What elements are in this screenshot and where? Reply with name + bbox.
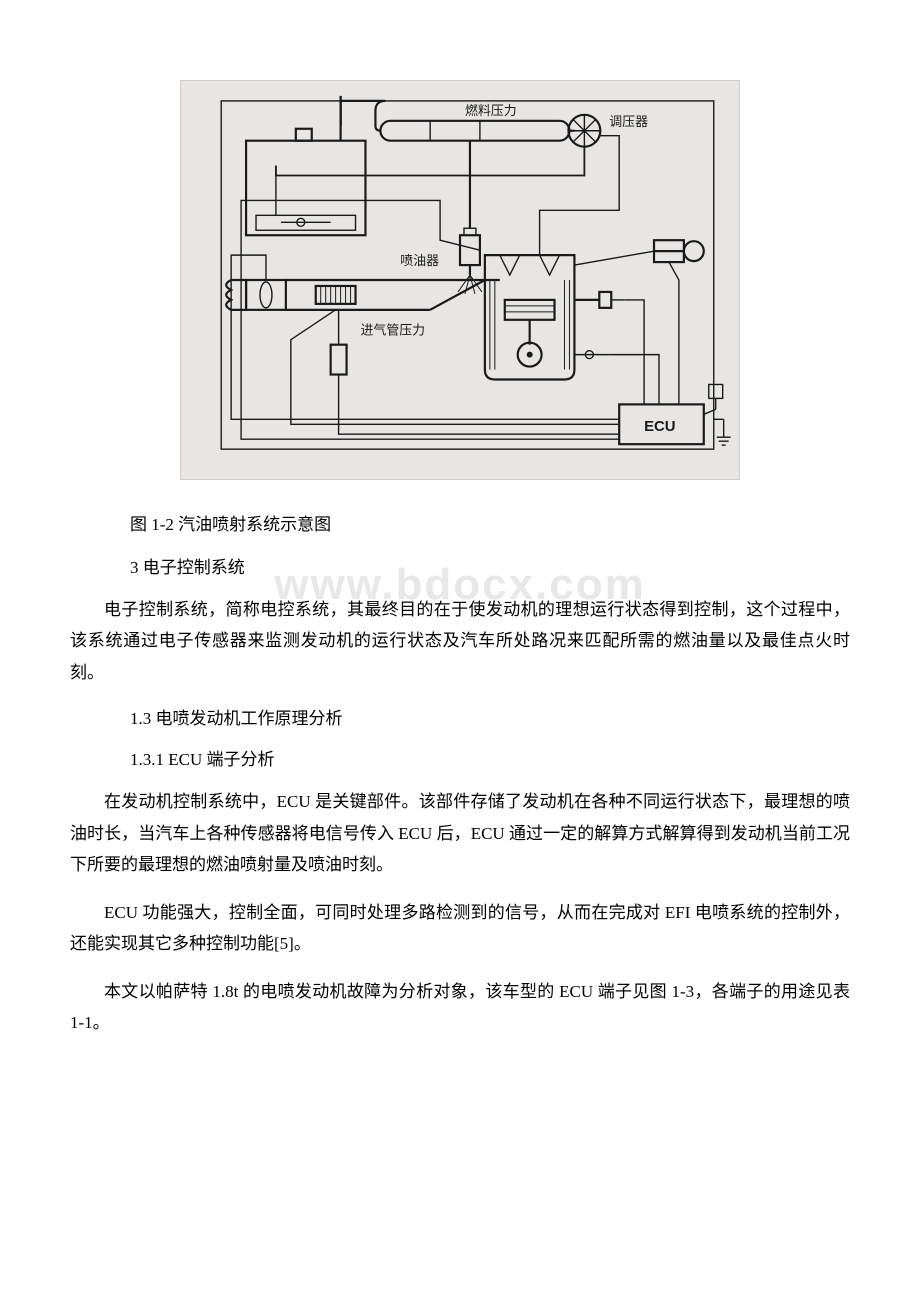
para-ecu-key: 在发动机控制系统中，ECU 是关键部件。该部件存储了发动机在各种不同运行状态下，…	[70, 786, 850, 880]
figure-1-2: 燃料压力 调压器	[70, 80, 850, 480]
para-ecu-power: ECU 功能强大，控制全面，可同时处理多路检测到的信号，从而在完成对 EFI 电…	[70, 897, 850, 960]
section-3-heading: 3 电子控制系统	[130, 553, 850, 578]
diagram-svg: 燃料压力 调压器	[181, 81, 739, 479]
section-1-3-1-heading: 1.3.1 ECU 端子分析	[130, 745, 850, 770]
ground-icon	[714, 419, 731, 445]
figure-caption: 图 1-2 汽油喷射系统示意图	[130, 510, 850, 535]
section-1-3-heading: 1.3 电喷发动机工作原理分析	[130, 704, 850, 729]
spark-plug-icon	[574, 292, 624, 308]
label-intake-pressure: 进气管压力	[361, 323, 426, 338]
label-fuel-pressure: 燃料压力	[465, 103, 517, 118]
para-passat: 本文以帕萨特 1.8t 的电喷发动机故障为分析对象，该车型的 ECU 端子见图 …	[70, 976, 850, 1039]
label-regulator: 调压器	[609, 114, 648, 129]
label-ecu: ECU	[644, 418, 675, 435]
label-injector: 喷油器	[400, 253, 439, 268]
fuel-injection-diagram: 燃料压力 调压器	[180, 80, 740, 480]
engine-cylinder-icon	[485, 255, 575, 379]
section-3-paragraph: 电子控制系统，简称电控系统，其最终目的在于使发动机的理想运行状态得到控制，这个过…	[70, 594, 850, 688]
connector-icon	[574, 240, 703, 265]
